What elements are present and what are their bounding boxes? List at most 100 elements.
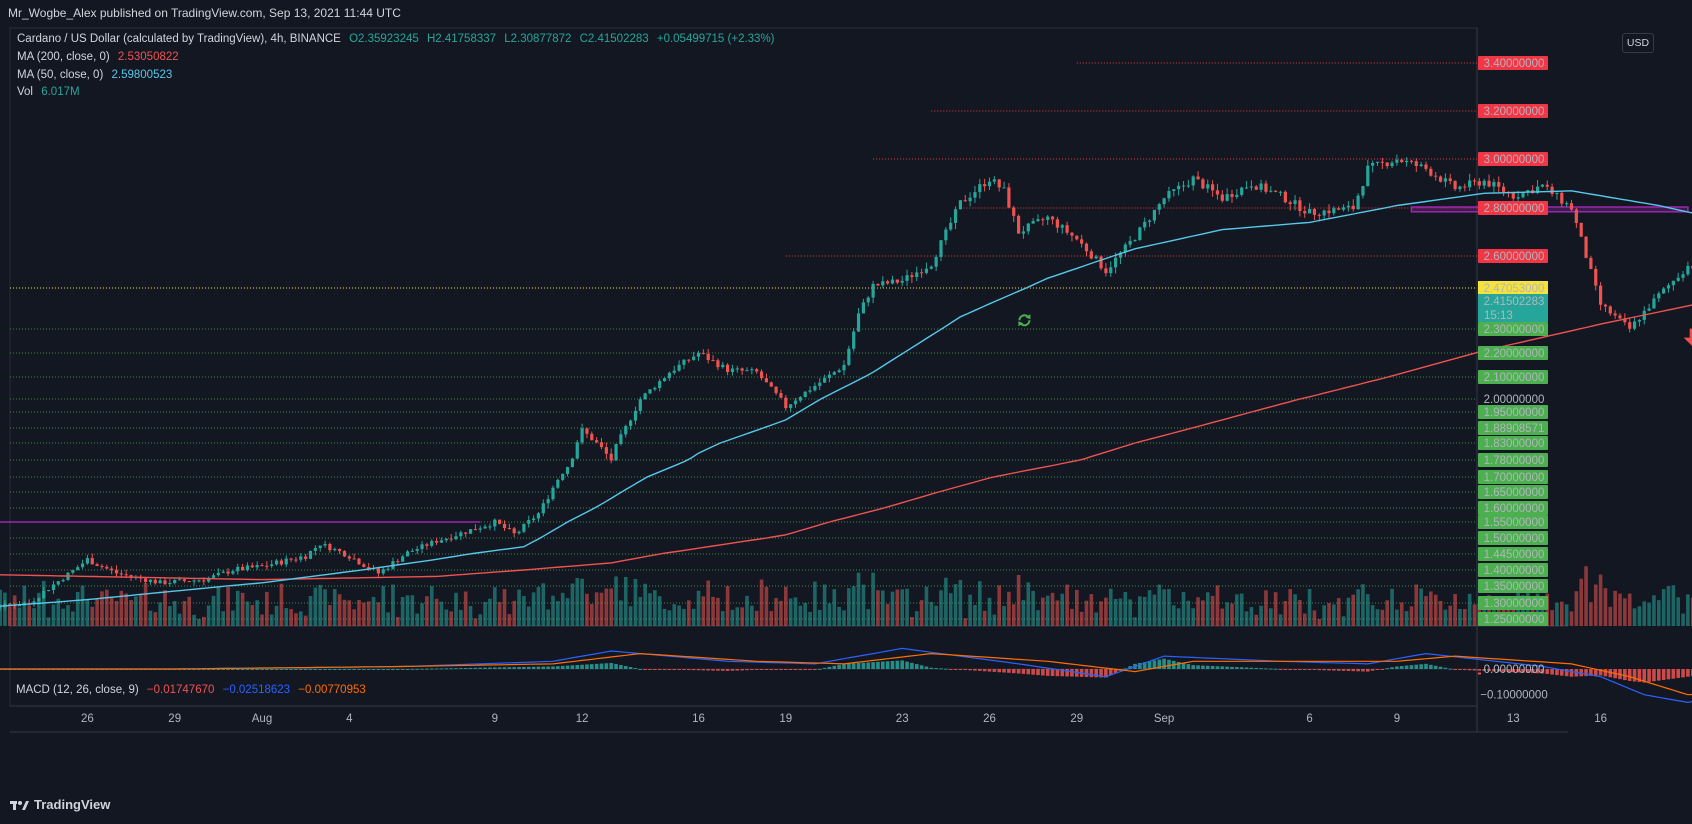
candle-body [1637, 319, 1641, 322]
price-axis-label: 1.70000000 [1478, 470, 1548, 484]
volume-legend[interactable]: Vol 6.017M [17, 86, 85, 98]
candle-body [85, 558, 89, 564]
macd-hist-bar [1584, 669, 1588, 677]
candle-body [808, 390, 812, 392]
candle-body [420, 544, 424, 550]
price-axis-text: 1.40000000 [1484, 565, 1545, 577]
macd-hist-bar [929, 667, 934, 669]
volume-bar [1041, 597, 1045, 626]
down-arrow-icon [1683, 328, 1692, 346]
candle-body [405, 551, 410, 557]
macd-hist-bar [1686, 669, 1690, 677]
macd-hist-bar [623, 666, 628, 669]
volume-bar [158, 602, 162, 626]
candle-body [279, 560, 283, 565]
candle-body [1380, 161, 1384, 163]
candle-body [1235, 194, 1239, 197]
macd-hist-bar [1429, 664, 1433, 669]
candle-body [987, 181, 992, 187]
candle-body [643, 393, 647, 400]
candle-body [1453, 181, 1457, 190]
volume-bar [657, 596, 662, 626]
macd-hist-bar [1070, 669, 1074, 677]
symbol-title: Cardano / US Dollar (calculated by Tradi… [17, 33, 341, 45]
price-axis-badge [1478, 579, 1548, 593]
macd-hist-bar [1603, 669, 1608, 677]
volume-bar [973, 605, 977, 626]
macd-hist-bar [1521, 669, 1525, 673]
price-axis-badge [1478, 201, 1548, 215]
volume-bar [885, 603, 890, 626]
volume-bar [1016, 575, 1021, 626]
volume-bar [934, 605, 938, 626]
volume-bar [202, 616, 206, 626]
candle-body [599, 442, 604, 448]
ma50-legend[interactable]: MA (50, close, 0) 2.59800523 [17, 69, 177, 81]
candle-body [900, 280, 904, 283]
candle-body [1002, 187, 1006, 189]
candle-body [1366, 165, 1370, 187]
candle-body [202, 580, 206, 582]
macd-hist-bar [953, 669, 958, 670]
macd-hist-bar [405, 669, 410, 670]
currency-button[interactable]: USD [1622, 33, 1654, 53]
price-axis-text: 1.95000000 [1484, 407, 1545, 419]
ma200-legend[interactable]: MA (200, close, 0) 2.53050822 [17, 51, 184, 63]
candle-body [973, 192, 977, 198]
volume-bar [1099, 601, 1103, 626]
candle-body [774, 386, 778, 394]
volume-bar [817, 609, 822, 626]
macd-hist-bar [284, 669, 289, 670]
candle-body [1628, 322, 1632, 329]
macd-hist-bar [711, 669, 715, 671]
macd-hist-bar [900, 660, 904, 669]
candle-body [1147, 220, 1152, 222]
macd-hist-bar [1269, 668, 1273, 670]
volume-bar [71, 611, 75, 626]
price-axis-label: 1.40000000 [1478, 563, 1548, 577]
volume-bar [919, 600, 924, 626]
candle-body [1240, 187, 1244, 195]
candle-body [231, 571, 235, 574]
macd-hist-bar [1123, 668, 1128, 670]
volume-bar [1603, 588, 1608, 626]
candle-body [1293, 200, 1297, 205]
volume-bar [1690, 597, 1692, 626]
price-axis-text: 1.25000000 [1484, 614, 1545, 626]
symbol-legend: Cardano / US Dollar (calculated by Tradi… [17, 33, 780, 45]
tradingview-logo[interactable]: TradingView [10, 797, 110, 812]
volume-bar [444, 609, 449, 626]
candle-body [1118, 252, 1123, 258]
macd-hist-bar [337, 669, 342, 670]
macd-hist-bar [1482, 669, 1486, 671]
candle-body [1288, 202, 1292, 205]
volume-bar [876, 590, 880, 626]
macd-hist-bar [590, 664, 594, 669]
candle-body [396, 561, 400, 563]
macd-hist-bar [1162, 658, 1166, 669]
macd-hist-bar [1458, 669, 1462, 670]
macd-legend[interactable]: MACD (12, 26, close, 9) −0.01747670 −0.0… [16, 684, 371, 696]
volume-bar [269, 614, 274, 626]
volume-bar [75, 591, 80, 626]
volume-bar [226, 587, 230, 626]
candle-body [1089, 251, 1093, 259]
plot-border [9, 27, 1478, 707]
candle-body [260, 565, 264, 567]
candle-body [1133, 240, 1137, 242]
candle-body [444, 538, 448, 541]
volume-bar [856, 572, 861, 626]
time-axis-tick: 6 [1306, 713, 1312, 725]
candle-body [1114, 257, 1118, 268]
volume-bar [434, 598, 439, 626]
volume-bar [1264, 590, 1268, 626]
macd-hist-bar [1661, 669, 1666, 680]
candle-body [1075, 235, 1079, 240]
candle-body [357, 558, 361, 565]
candle-body [100, 565, 104, 567]
candle-body [1070, 232, 1074, 236]
volume-bar [1632, 608, 1637, 626]
volume-bar [1448, 605, 1453, 626]
macd-hist-bar [1302, 669, 1307, 670]
